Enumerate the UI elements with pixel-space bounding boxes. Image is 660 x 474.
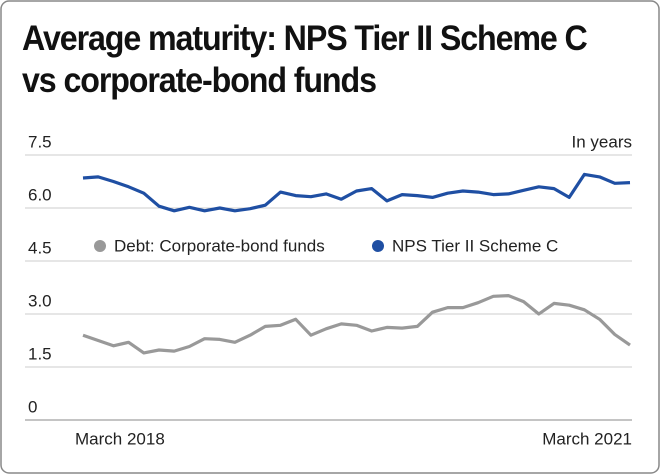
- x-tick-label: March 2018: [75, 429, 165, 448]
- legend-marker: [372, 240, 384, 252]
- series-line: [82, 172, 631, 213]
- legend-marker: [94, 240, 106, 252]
- legend-label: NPS Tier II Scheme C: [392, 236, 558, 255]
- y-tick-label: 3.0: [28, 291, 52, 310]
- y-tick-label: 1.5: [28, 344, 52, 363]
- x-tick-label: March 2021: [542, 429, 632, 448]
- chart-title: Average maturity: NPS Tier II Scheme C v…: [22, 19, 588, 100]
- y-tick-label: 4.5: [28, 238, 52, 257]
- unit-note: In years: [572, 132, 632, 151]
- y-tick-label: 6.0: [28, 185, 52, 204]
- legend-label: Debt: Corporate-bond funds: [114, 236, 325, 255]
- y-tick-label: 0: [28, 397, 37, 416]
- series-line: [82, 294, 631, 355]
- y-tick-label: 7.5: [28, 132, 52, 151]
